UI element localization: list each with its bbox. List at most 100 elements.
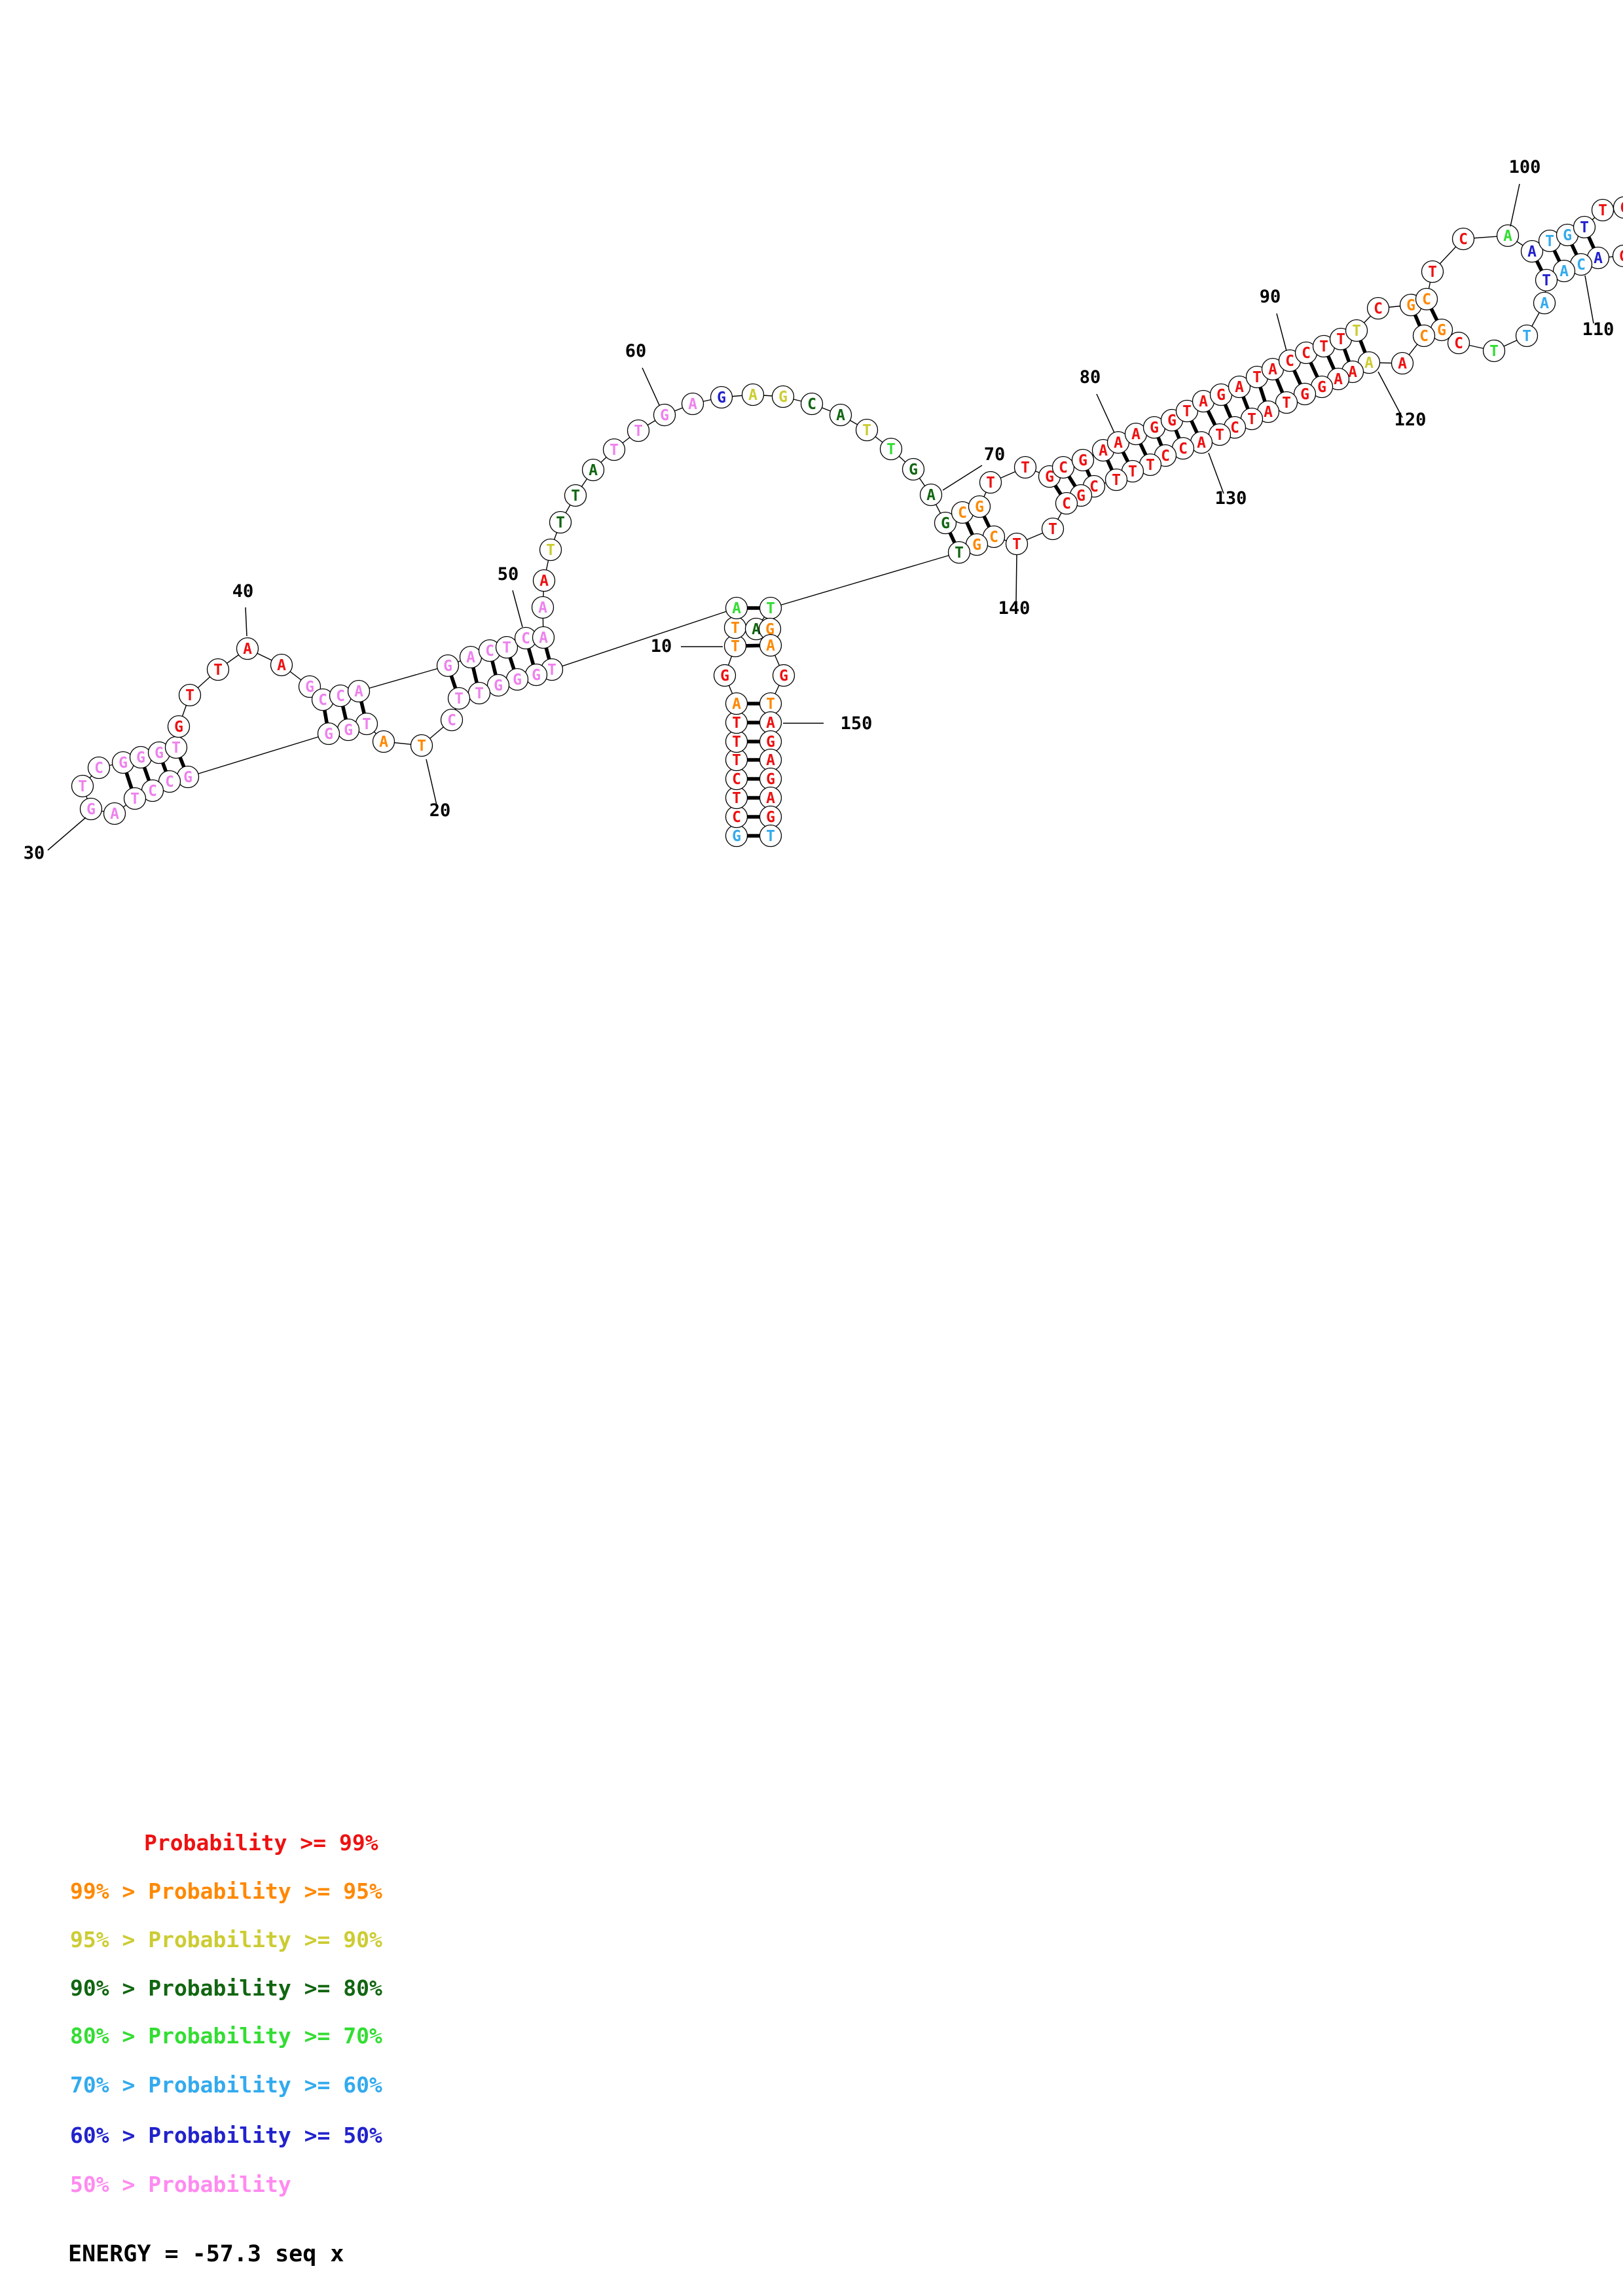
- nucleotide-letter: T: [502, 639, 511, 656]
- nucleotide: C: [1366, 296, 1390, 320]
- nucleotide: A: [1391, 351, 1414, 375]
- nucleotide: A: [1586, 246, 1610, 270]
- nucleotide-circle: [759, 824, 782, 848]
- energy-text: ENERGY = -57.3 seq x: [68, 2241, 344, 2267]
- nucleotide-letter: C: [165, 774, 174, 791]
- nucleotide: T: [855, 418, 879, 442]
- label-leader-line: [1510, 183, 1520, 227]
- nucleotide-letter: G: [975, 499, 984, 516]
- nucleotide-circle: [103, 802, 126, 825]
- position-label: 130: [1215, 488, 1247, 509]
- nucleotide-letter: T: [1319, 338, 1328, 355]
- nucleotide-letter: T: [634, 423, 643, 440]
- nucleotide-letter: T: [986, 475, 995, 492]
- nucleotide: T: [1175, 399, 1199, 423]
- nucleotide: C: [440, 708, 464, 732]
- nucleotide: T: [206, 658, 230, 681]
- nucleotide-letter: G: [86, 801, 96, 818]
- nucleotide: G: [725, 824, 748, 848]
- nucleotide: T: [627, 419, 650, 442]
- nucleotide-letter: A: [1559, 263, 1569, 280]
- position-label: 20: [429, 800, 451, 821]
- nucleotide: C: [329, 684, 352, 708]
- nucleotide: C: [1412, 324, 1436, 348]
- nucleotide-circle: [564, 484, 587, 507]
- nucleotide-letter: G: [513, 672, 522, 689]
- nucleotide-letter: A: [766, 637, 775, 655]
- nucleotide-letter: A: [1527, 243, 1537, 260]
- nucleotide-circle: [1051, 456, 1075, 479]
- nucleotide-letter: T: [1146, 457, 1155, 474]
- nucleotide-circle: [627, 419, 650, 442]
- nucleotide: A: [1552, 259, 1576, 283]
- nucleotide-letter: A: [354, 683, 363, 700]
- nucleotide-circle: [829, 403, 852, 427]
- nucleotide-letter: T: [362, 716, 371, 733]
- nucleotide-letter: C: [1059, 459, 1068, 476]
- nucleotide-letter: G: [766, 734, 775, 751]
- nucleotide: G: [129, 745, 153, 769]
- nucleotide: G: [653, 403, 676, 427]
- legend-row: 90% > Probability >= 80%: [70, 1975, 382, 2001]
- nucleotide-letter: C: [958, 505, 967, 522]
- nucleotide: G: [710, 386, 733, 409]
- nucleotide: C: [1613, 196, 1623, 219]
- nucleotide-circle: [1366, 296, 1390, 320]
- position-label: 10: [651, 636, 672, 656]
- nucleotide-circle: [902, 457, 925, 481]
- nucleotide: T: [725, 786, 748, 810]
- nucleotide-circle: [347, 679, 371, 703]
- nucleotide-circle: [947, 541, 971, 564]
- nucleotide: A: [372, 730, 395, 753]
- nucleotide-letter: A: [243, 641, 252, 658]
- nucleotide-circle: [1104, 468, 1128, 492]
- nucleotide-circle: [1013, 456, 1037, 479]
- nucleotide-letter: G: [136, 749, 145, 766]
- position-label: 50: [498, 564, 519, 584]
- nucleotide: C: [725, 767, 748, 791]
- nucleotide-letter: T: [547, 662, 556, 679]
- nucleotide-letter: C: [1089, 478, 1099, 495]
- position-labels: 10 20 30 40 50 60 70 80 90 100 110 120 130 140 150: [24, 157, 1614, 863]
- nucleotide-letter: C: [1422, 291, 1431, 308]
- nucleotide-letter: G: [183, 769, 192, 786]
- nucleotide-letter: C: [1285, 353, 1294, 370]
- probability-legend: Probability >= 99% 99% > Probability >= 9…: [70, 1830, 382, 2197]
- backbone-segment: [770, 552, 960, 609]
- nucleotide-letter: G: [324, 726, 333, 743]
- nucleotide: T: [879, 437, 903, 461]
- nucleotide-letter: C: [807, 396, 816, 413]
- nucleotide: G: [759, 730, 782, 753]
- nucleotide-circle: [713, 664, 737, 687]
- nucleotide-circle: [1055, 492, 1078, 515]
- nucleotide: C: [141, 779, 164, 802]
- nucleotide-letter: C: [1419, 328, 1429, 345]
- nucleotide: A: [236, 637, 259, 660]
- nucleotide: T: [1515, 324, 1539, 348]
- nucleotide-letter: T: [185, 687, 194, 704]
- nucleotide-letter: G: [119, 755, 128, 772]
- nucleotide-circle: [123, 787, 147, 810]
- nucleotide: C: [1569, 253, 1593, 276]
- label-leader-line: [642, 367, 660, 406]
- legend-row: 99% > Probability >= 95%: [70, 1878, 382, 1904]
- nucleotide: G: [147, 741, 171, 764]
- nucleotide-letter: A: [1264, 404, 1273, 421]
- nucleotide-circle: [741, 383, 765, 406]
- nucleotide-circle: [1175, 399, 1199, 423]
- nucleotide-letter: A: [538, 600, 547, 617]
- nucleotide-letter: T: [475, 685, 484, 702]
- backbone-segment: [551, 607, 737, 670]
- nucleotide: G: [771, 385, 795, 408]
- nucleotide-letter: T: [732, 734, 741, 751]
- label-leader-line: [245, 607, 247, 637]
- nucleotide: T: [1482, 339, 1506, 363]
- nucleotide: G: [1071, 448, 1095, 472]
- nucleotide: A: [1520, 240, 1544, 263]
- nucleotide-letter: C: [485, 643, 494, 660]
- nucleotide: A: [1192, 389, 1215, 413]
- backbone-segment: [358, 665, 448, 692]
- nucleotide: A: [1357, 351, 1381, 374]
